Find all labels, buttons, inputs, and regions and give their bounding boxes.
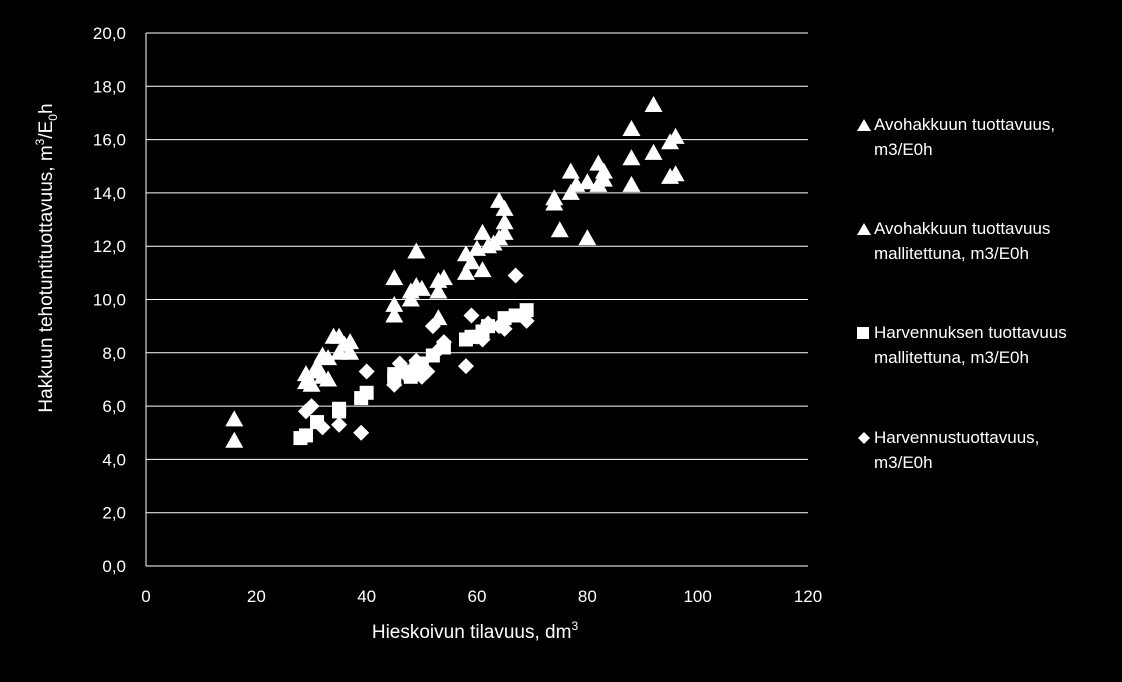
legend-entry-text: Avohakkuun tuottavuus (874, 219, 1050, 238)
diamond-point (358, 363, 375, 380)
triangle-point (578, 173, 597, 190)
diamond-point (331, 416, 348, 433)
x-tick-label: 100 (683, 587, 711, 606)
triangle-point (385, 295, 404, 312)
legend-triangle-icon (857, 119, 871, 131)
x-tick-label: 0 (141, 587, 150, 606)
triangle-point (545, 194, 564, 211)
square-point (298, 428, 313, 443)
x-tick-label: 40 (357, 587, 376, 606)
diamond-point (386, 376, 403, 393)
diamond-point (507, 267, 524, 284)
legend-entry-text: Harvennustuottavuus, (874, 428, 1039, 447)
y-tick-label: 18,0 (93, 77, 126, 96)
y-tick-label: 12,0 (93, 237, 126, 256)
square-point (387, 367, 402, 382)
triangle-point (495, 213, 514, 230)
triangle-point (622, 149, 641, 166)
x-axis-title: Hieskoivun tilavuus, dm3 (372, 619, 579, 643)
square-point (508, 308, 523, 323)
diamond-point (480, 315, 497, 332)
triangle-point (308, 357, 327, 374)
legend-diamond-icon (858, 432, 870, 444)
y-tick-label: 4,0 (102, 450, 126, 469)
legend-entry-text: mallitettuna, m3/E0h (874, 348, 1029, 367)
legend-entry-text: m3/E0h (874, 453, 933, 472)
y-tick-label: 2,0 (102, 504, 126, 523)
y-tick-labels: 0,0 2,0 4,0 6,0 8,0 10,0 12,0 14,0 16,0 18,0 20,0 (93, 24, 126, 576)
triangle-point (561, 162, 580, 179)
legend-square-icon (857, 327, 869, 339)
y-tick-label: 10,0 (93, 291, 126, 310)
triangle-point (225, 410, 244, 427)
square-point (359, 385, 374, 400)
diamond-point (463, 307, 480, 324)
diamond-point (496, 320, 513, 337)
triangle-point (341, 343, 360, 360)
diamond-point (474, 331, 491, 348)
diamond-point (435, 334, 452, 351)
y-tick-label: 0,0 (102, 557, 126, 576)
square-point (519, 303, 534, 318)
triangle-point (495, 223, 514, 240)
triangle-point (495, 199, 514, 216)
triangle-point (666, 127, 685, 144)
triangle-point (644, 95, 663, 112)
triangle-point (434, 269, 453, 286)
y-tick-label: 6,0 (102, 397, 126, 416)
x-tick-label: 20 (247, 587, 266, 606)
legend-entry-text: Harvennuksen tuottavuus (874, 323, 1067, 342)
triangle-point (341, 333, 360, 350)
legend: Avohakkuun tuottavuus, m3/E0h Avohakkuun t… (857, 115, 1067, 472)
triangle-point (578, 229, 597, 246)
y-tick-label: 14,0 (93, 184, 126, 203)
legend-triangle-icon (857, 223, 871, 235)
diamond-point (408, 352, 425, 369)
y-axis-title: Hakkuun tehotuntituottavuus, m3/E0h (33, 103, 60, 412)
triangle-point (407, 242, 426, 259)
triangle-point (622, 175, 641, 192)
triangle-point (644, 143, 663, 160)
triangle-point (385, 306, 404, 323)
diamond-point (419, 363, 436, 380)
triangle-point (550, 221, 569, 238)
triangle-point (462, 253, 481, 270)
diamond-point (314, 419, 331, 436)
triangle-point (412, 279, 431, 296)
y-tick-label: 20,0 (93, 24, 126, 43)
diamond-point (303, 398, 320, 415)
triangle-point (666, 165, 685, 182)
triangle-point (456, 263, 475, 280)
triangle-point (429, 282, 448, 299)
y-tick-label: 8,0 (102, 344, 126, 363)
diamond-point (391, 355, 408, 372)
x-tick-label: 120 (794, 587, 822, 606)
x-tick-labels: 0 20 40 60 80 100 120 (141, 587, 822, 606)
diamond-point (518, 312, 535, 329)
diamond-point (353, 424, 370, 441)
triangle-point (594, 162, 613, 179)
legend-entry-text: Avohakkuun tuottavuus, (874, 115, 1055, 134)
legend-entry-text: m3/E0h (874, 140, 933, 159)
triangle-point (473, 223, 492, 240)
y-tick-label: 16,0 (93, 131, 126, 150)
triangle-point (225, 431, 244, 448)
data-points (225, 95, 685, 448)
triangle-point (302, 375, 321, 392)
triangle-point (319, 349, 338, 366)
diamond-point (424, 318, 441, 335)
legend-entry-text: mallitettuna, m3/E0h (874, 244, 1029, 263)
x-tick-label: 80 (578, 587, 597, 606)
x-tick-label: 60 (468, 587, 487, 606)
triangle-point (385, 269, 404, 286)
diamond-point (457, 358, 474, 375)
triangle-point (319, 370, 338, 387)
triangle-point (401, 290, 420, 307)
diamond-point (402, 363, 419, 380)
square-point (332, 401, 347, 416)
triangle-point (473, 261, 492, 278)
triangle-point (622, 119, 641, 136)
